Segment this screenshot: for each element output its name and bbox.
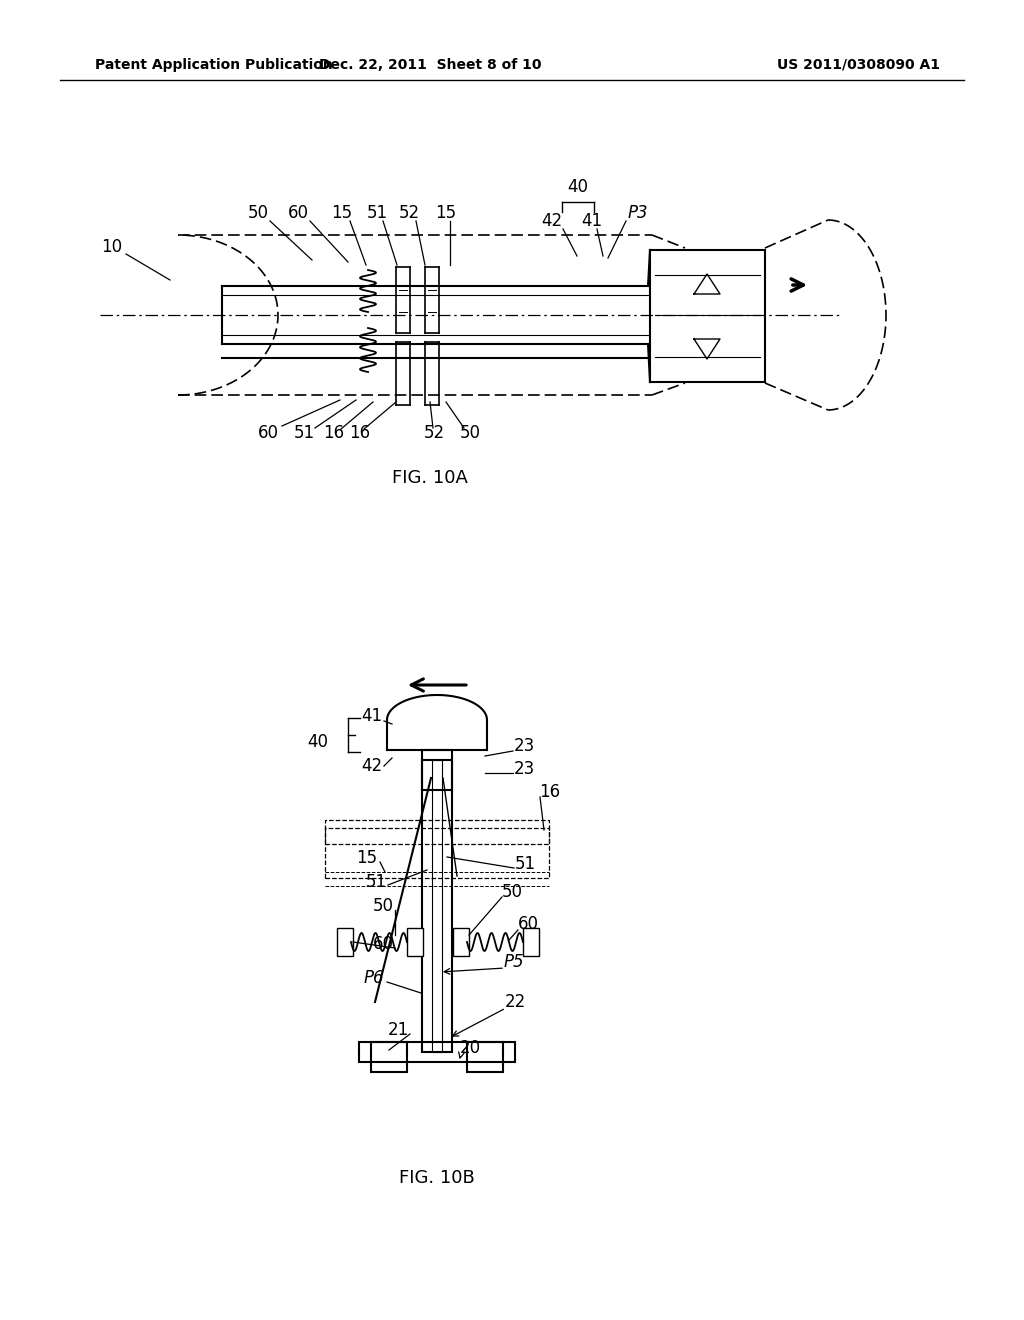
Text: 52: 52 bbox=[424, 424, 444, 442]
Text: 22: 22 bbox=[505, 993, 525, 1011]
Text: 51: 51 bbox=[366, 873, 387, 891]
Text: 42: 42 bbox=[361, 756, 383, 775]
Text: 15: 15 bbox=[435, 205, 457, 222]
Text: 60: 60 bbox=[517, 915, 539, 933]
Text: 40: 40 bbox=[567, 178, 589, 195]
Text: FIG. 10A: FIG. 10A bbox=[392, 469, 468, 487]
Text: 41: 41 bbox=[582, 213, 602, 230]
Text: 51: 51 bbox=[367, 205, 387, 222]
Text: 60: 60 bbox=[288, 205, 308, 222]
Bar bbox=[523, 928, 539, 956]
Text: 50: 50 bbox=[248, 205, 268, 222]
Text: 52: 52 bbox=[398, 205, 420, 222]
Bar bbox=[432, 760, 442, 1052]
Text: 60: 60 bbox=[257, 424, 279, 442]
Bar bbox=[422, 760, 452, 1052]
Text: Dec. 22, 2011  Sheet 8 of 10: Dec. 22, 2011 Sheet 8 of 10 bbox=[318, 58, 542, 73]
Text: 20: 20 bbox=[460, 1039, 480, 1057]
Bar bbox=[325, 820, 549, 843]
Text: 41: 41 bbox=[361, 708, 383, 725]
Text: 42: 42 bbox=[542, 213, 562, 230]
Text: 51: 51 bbox=[514, 855, 536, 873]
Bar bbox=[467, 1041, 503, 1072]
Text: US 2011/0308090 A1: US 2011/0308090 A1 bbox=[777, 58, 940, 73]
Text: 15: 15 bbox=[356, 849, 378, 867]
Text: 51: 51 bbox=[294, 424, 314, 442]
Text: 50: 50 bbox=[502, 883, 522, 902]
Bar bbox=[371, 1041, 407, 1072]
Text: 60: 60 bbox=[373, 935, 393, 953]
Text: P3: P3 bbox=[628, 205, 648, 222]
Text: 10: 10 bbox=[101, 238, 123, 256]
Bar bbox=[422, 750, 452, 789]
Bar bbox=[325, 828, 549, 878]
Text: 21: 21 bbox=[387, 1020, 409, 1039]
Text: 23: 23 bbox=[513, 737, 535, 755]
Text: 40: 40 bbox=[307, 733, 329, 751]
Text: 50: 50 bbox=[460, 424, 480, 442]
Text: Patent Application Publication: Patent Application Publication bbox=[95, 58, 333, 73]
Bar bbox=[337, 928, 353, 956]
Bar bbox=[407, 928, 423, 956]
Text: P6: P6 bbox=[364, 969, 384, 987]
Text: 23: 23 bbox=[513, 760, 535, 777]
Bar bbox=[359, 1041, 515, 1063]
Text: 16: 16 bbox=[324, 424, 344, 442]
Text: 16: 16 bbox=[540, 783, 560, 801]
Text: 15: 15 bbox=[332, 205, 352, 222]
Bar bbox=[453, 928, 469, 956]
Text: 16: 16 bbox=[349, 424, 371, 442]
Text: 50: 50 bbox=[373, 898, 393, 915]
Text: P5: P5 bbox=[504, 953, 524, 972]
Text: FIG. 10B: FIG. 10B bbox=[399, 1170, 475, 1187]
